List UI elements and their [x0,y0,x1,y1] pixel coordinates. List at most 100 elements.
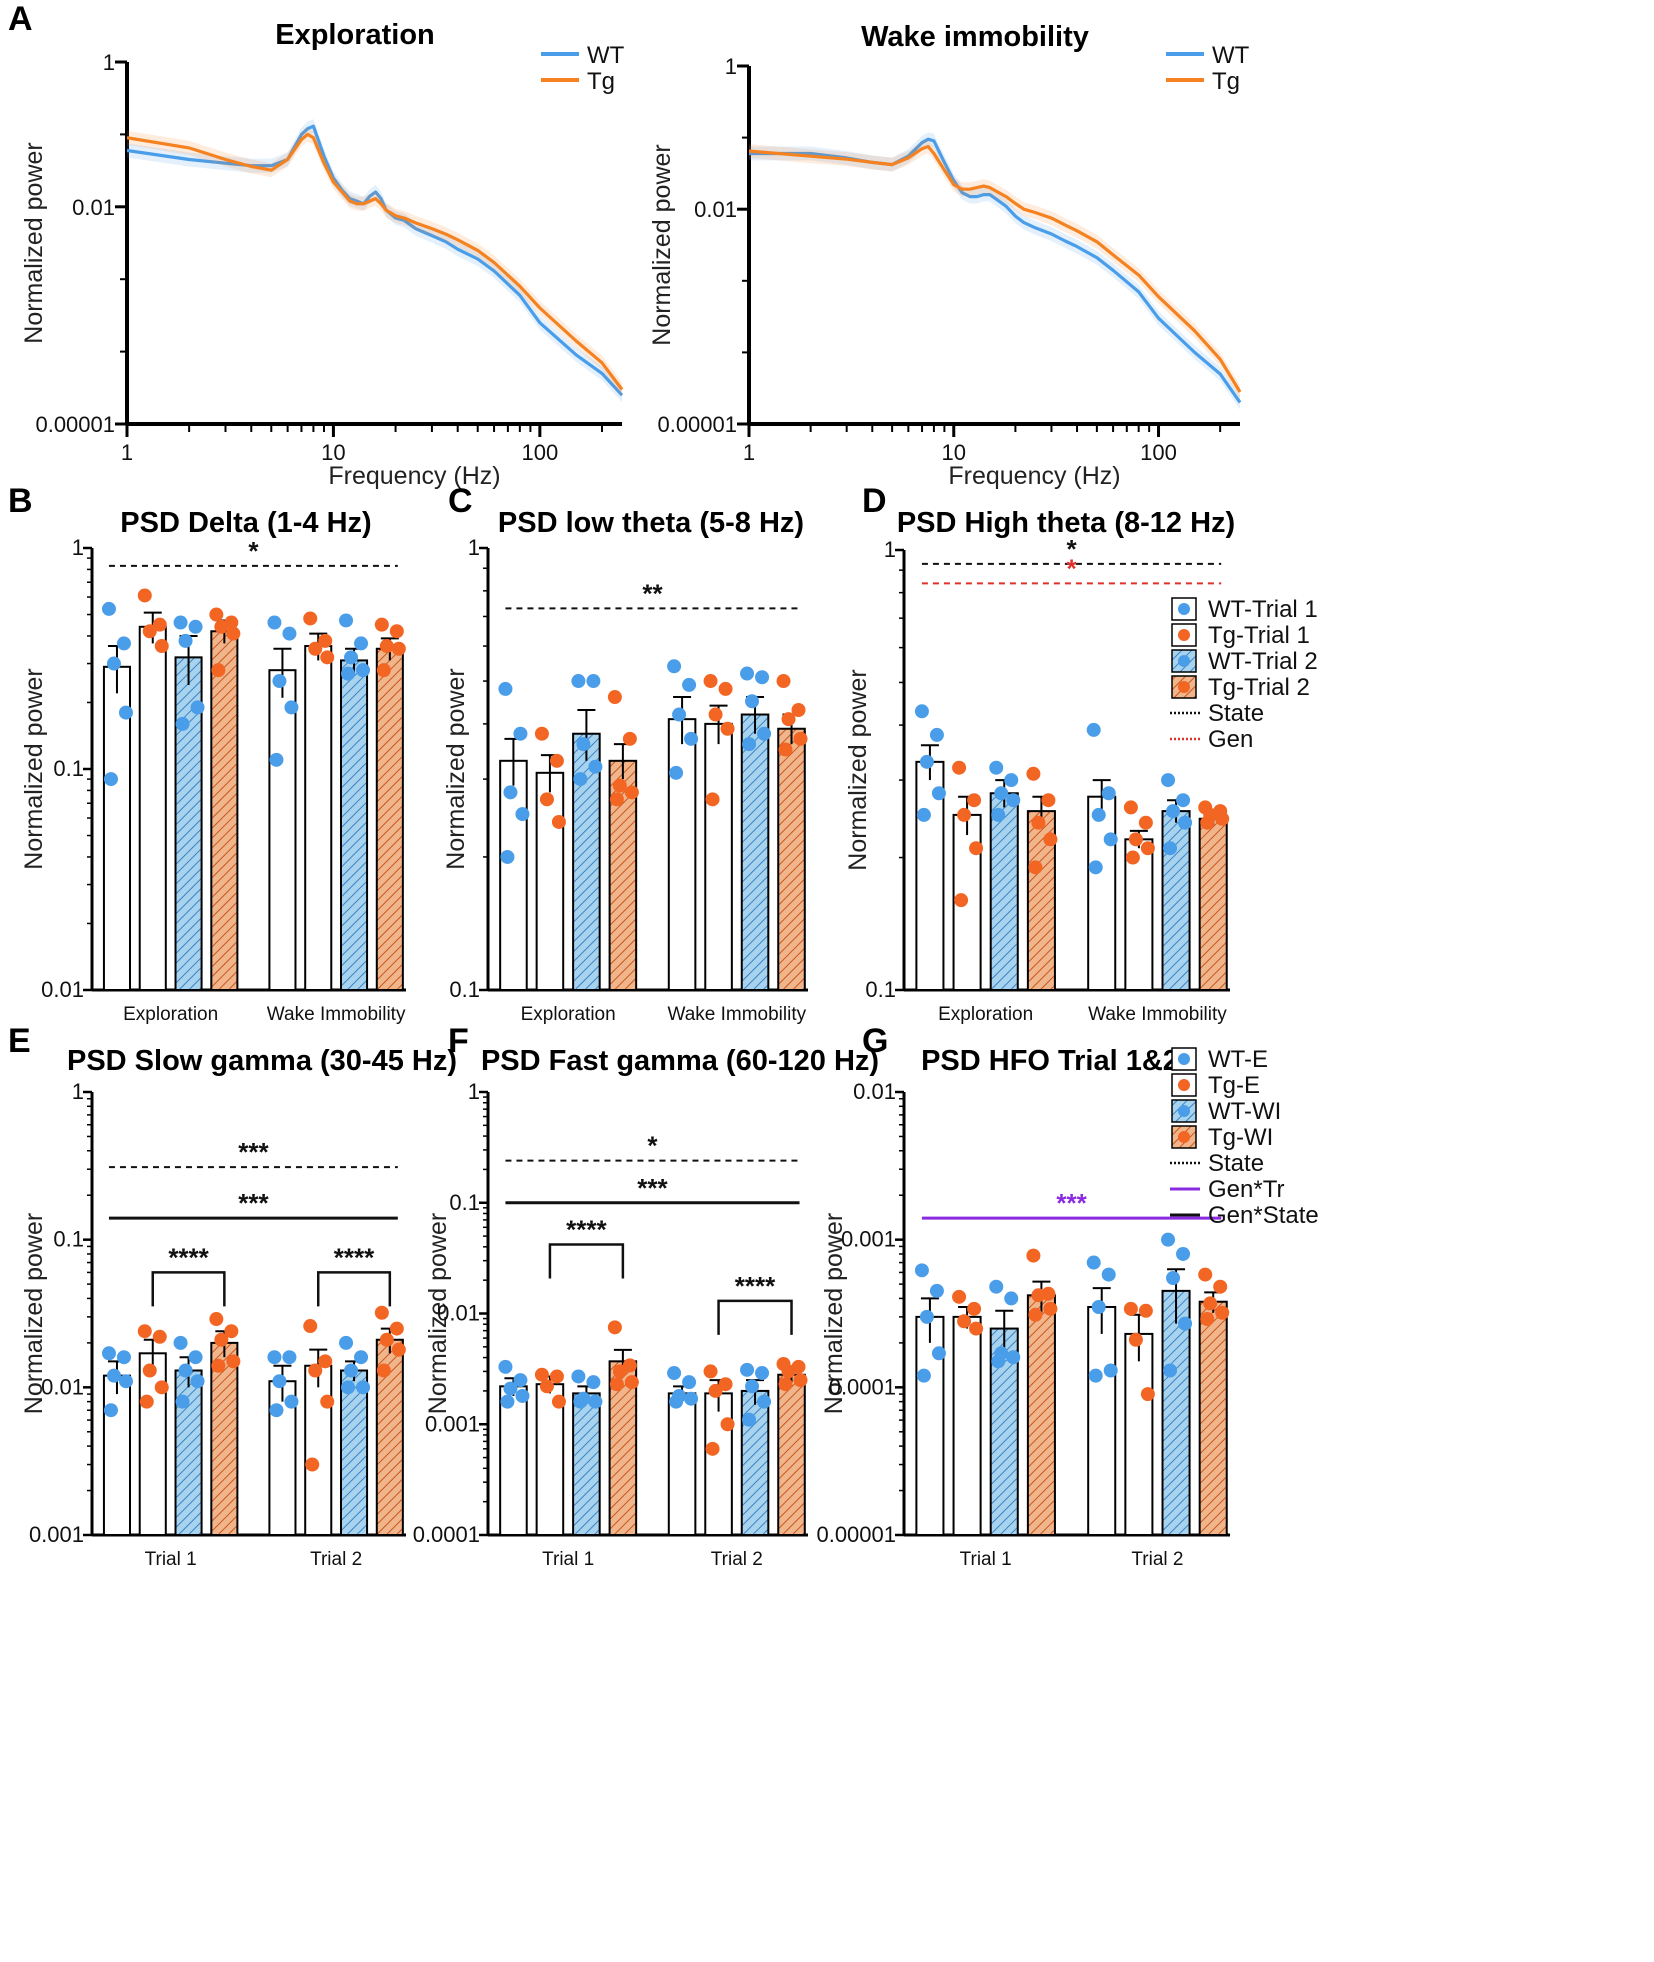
data-point [952,1289,967,1304]
legend-label: WT-Trial 1 [1208,596,1318,623]
data-point [178,633,193,648]
data-point [1031,815,1046,830]
data-point [969,841,984,856]
data-point [139,1394,154,1409]
data-point [209,1312,224,1327]
x-category-label: Trial 2 [1131,1549,1183,1570]
data-point [1088,1368,1103,1383]
data-point [1026,766,1041,781]
data-point [209,607,224,622]
chart-title: PSD HFO Trial 1&2 [921,1045,1179,1077]
legend-label: WT-E [1208,1046,1268,1073]
data-point [740,1362,755,1377]
significance-stars: **** [168,1242,209,1272]
data-point [703,1364,718,1379]
bar [704,1392,733,1537]
series-band-tg [749,139,1240,399]
data-point [1215,1305,1230,1320]
data-point [308,1363,323,1378]
data-point [308,641,323,656]
bar [268,669,297,992]
data-point [571,674,586,689]
significance-stars: **** [334,1242,375,1272]
data-point [1123,1301,1138,1316]
data-point [267,615,282,630]
data-point [374,1305,389,1320]
y-axis-label: Normalized power [20,668,48,869]
data-point [267,1350,282,1365]
data-point [1200,815,1215,830]
data-point [607,1320,622,1335]
legend-swatch-dot [1178,681,1190,693]
series-band-wt [749,132,1240,410]
data-point [576,737,591,752]
data-point [682,677,697,692]
legend-label-tg: Tg [1212,68,1240,95]
data-point [929,727,944,742]
data-point [914,1263,929,1278]
data-point [994,786,1009,801]
bar [1198,1300,1228,1536]
x-tick-label: 1 [121,440,133,465]
y-tick-label: 0.1 [53,756,84,781]
data-point [776,674,791,689]
x-tick-label: 10 [321,440,345,465]
y-tick-label: 0.1 [865,977,896,1002]
y-tick-label: 0.0001 [413,1522,480,1547]
bar [1026,1294,1056,1536]
data-point [919,1309,934,1324]
data-point [720,721,735,736]
data-point [624,785,639,800]
legend-label: Tg-Trial 1 [1208,622,1310,649]
significance-stars: **** [735,1271,776,1301]
data-point [173,1335,188,1350]
y-tick-label: 1 [468,535,480,560]
y-axis-label: Normalized power [20,142,48,343]
bar [174,1369,203,1536]
data-point [708,707,723,722]
data-point [778,742,793,757]
data-point [103,1403,118,1418]
y-tick-label: 0.01 [72,195,115,220]
data-point [1006,793,1021,808]
data-point [931,1346,946,1361]
data-point [1006,1350,1021,1365]
data-point [1123,800,1138,815]
data-point [1028,1307,1043,1322]
data-point [214,619,229,634]
data-point [742,737,757,752]
data-point [745,1379,760,1394]
data-point [344,1363,359,1378]
bar [499,1385,528,1536]
data-point [703,674,718,689]
data-point [118,1374,133,1389]
data-point [101,601,116,616]
data-point [284,1394,299,1409]
x-category-label: Exploration [938,1004,1033,1025]
y-tick-label: 1 [72,1079,84,1104]
data-point [718,1377,733,1392]
data-point [781,712,796,727]
chart-title: Wake immobility [861,21,1089,53]
bar [572,1392,601,1537]
data-point [188,1350,203,1365]
x-category-label: Wake Immobility [1088,1004,1227,1025]
data-point [303,611,318,626]
data-point [142,624,157,639]
panel-letter-f: F [448,1022,469,1060]
data-point [708,1383,723,1398]
bar [499,759,528,991]
data-point [931,786,946,801]
data-point [101,1346,116,1361]
data-point [320,1394,335,1409]
legend-swatch-dot [1178,603,1190,615]
legend-label: WT-Trial 2 [1208,648,1318,675]
significance-bracket [151,1271,226,1307]
bar-chart-g: G PSD HFO Trial 1&2 Normalized power 0.01 0.… [816,1022,1318,1570]
data-point [272,1374,287,1389]
data-point [573,1394,588,1409]
data-point [391,641,406,656]
data-point [190,700,205,715]
series-line-tg [126,132,624,391]
data-point [1203,1296,1218,1311]
